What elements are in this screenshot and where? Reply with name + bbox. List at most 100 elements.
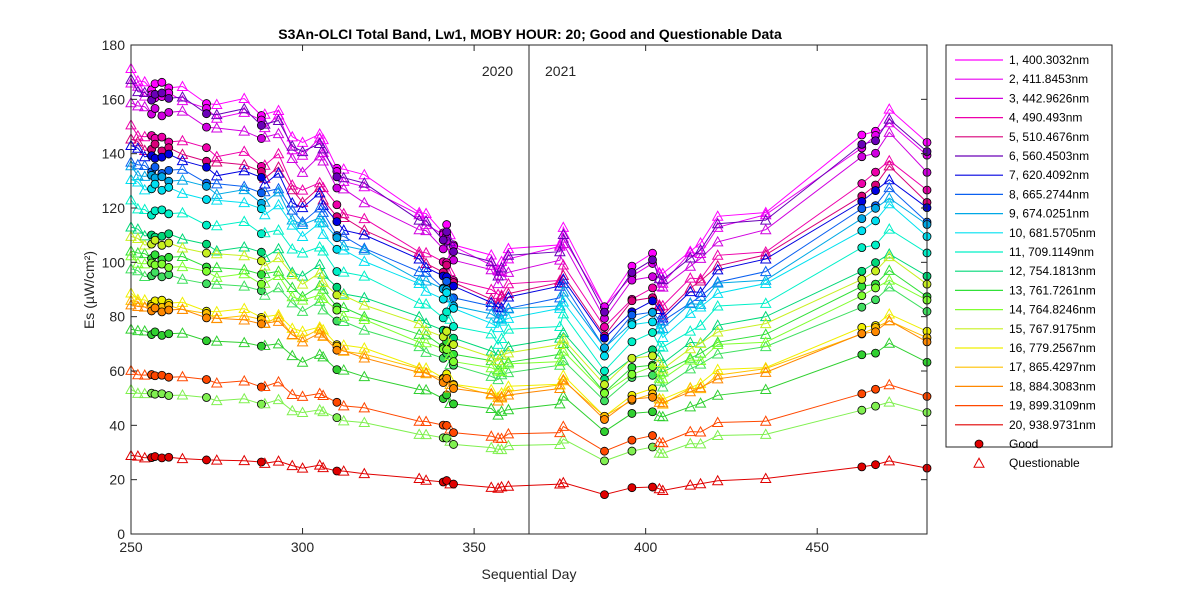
legend-entry: 13, 761.7261nm xyxy=(1009,283,1096,297)
questionable-point xyxy=(711,210,724,221)
good-point xyxy=(449,281,458,291)
legend-entry: 14, 764.8246nm xyxy=(1009,303,1096,317)
good-point xyxy=(648,431,657,440)
legend-entry: 16, 779.2567nm xyxy=(1009,341,1096,355)
questionable-point xyxy=(557,326,570,338)
good-point xyxy=(332,305,342,315)
questionable-point xyxy=(210,188,223,199)
good-point xyxy=(202,239,211,249)
good-point xyxy=(857,243,867,253)
questionable-point xyxy=(238,302,251,314)
questionable-point xyxy=(132,135,144,147)
good-point xyxy=(164,229,174,239)
questionable-point xyxy=(286,214,299,225)
questionable-point xyxy=(258,185,271,197)
good-point xyxy=(857,266,867,276)
questionable-point xyxy=(495,368,508,380)
questionable-point xyxy=(132,264,144,276)
questionable-point xyxy=(413,245,426,257)
questionable-point xyxy=(358,177,371,188)
questionable-point xyxy=(238,249,251,261)
questionable-point xyxy=(138,170,151,181)
good-point xyxy=(442,260,452,270)
questionable-point xyxy=(272,109,285,120)
questionable-point xyxy=(317,142,329,154)
good-point xyxy=(157,111,167,121)
questionable-point xyxy=(138,203,151,215)
questionable-point xyxy=(554,426,566,438)
questionable-point xyxy=(258,259,271,271)
questionable-point xyxy=(238,158,251,170)
questionable-point xyxy=(176,94,189,106)
questionable-point xyxy=(420,214,432,226)
series xyxy=(125,230,932,389)
good-point xyxy=(157,172,167,182)
questionable-point xyxy=(495,261,508,273)
questionable-point xyxy=(554,299,566,311)
questionable-point xyxy=(883,454,896,466)
good-point xyxy=(871,167,880,177)
questionable-point xyxy=(502,346,515,358)
series-line xyxy=(130,102,928,320)
good-point xyxy=(202,279,211,289)
good-point xyxy=(202,375,211,384)
questionable-point xyxy=(272,114,285,125)
questionable-point xyxy=(138,325,151,336)
questionable-point xyxy=(296,196,309,207)
good-point xyxy=(648,255,657,265)
questionable-point xyxy=(258,380,271,391)
questionable-point xyxy=(313,149,326,161)
good-point xyxy=(871,186,880,195)
questionable-point xyxy=(358,370,371,382)
y-tick-label: 0 xyxy=(117,526,125,542)
questionable-point xyxy=(258,397,271,409)
series-line xyxy=(130,255,928,394)
questionable-point xyxy=(557,333,570,344)
questionable-point xyxy=(132,450,144,461)
questionable-point xyxy=(694,347,707,358)
series-line xyxy=(130,304,928,421)
good-point xyxy=(202,109,211,119)
legend-box xyxy=(945,44,1113,448)
good-point xyxy=(150,179,160,189)
good-point xyxy=(202,336,211,346)
questionable-point xyxy=(502,427,515,439)
questionable-point xyxy=(272,127,285,139)
good-point xyxy=(449,247,458,257)
questionable-point xyxy=(485,430,498,441)
good-point xyxy=(627,483,637,493)
questionable-point xyxy=(286,152,299,163)
y-tick-label: 20 xyxy=(109,472,125,488)
questionable-point xyxy=(557,221,570,232)
questionable-point xyxy=(485,441,498,453)
questionable-point xyxy=(485,300,498,311)
good-point xyxy=(600,307,609,317)
questionable-point xyxy=(337,182,350,194)
questionable-point xyxy=(502,249,515,260)
questionable-point xyxy=(337,224,350,235)
good-point xyxy=(627,337,637,347)
good-point xyxy=(202,220,211,230)
questionable-point xyxy=(337,243,350,255)
questionable-point xyxy=(656,398,669,409)
questionable-point xyxy=(210,98,223,109)
questionable-point xyxy=(337,211,350,222)
questionable-point xyxy=(711,263,724,275)
questionable-point xyxy=(313,181,326,192)
questionable-point xyxy=(258,177,271,189)
questionable-point xyxy=(258,277,271,288)
good-point xyxy=(150,327,160,337)
questionable-point xyxy=(684,437,697,449)
questionable-point xyxy=(485,370,498,381)
questionable-point xyxy=(557,259,570,270)
questionable-point xyxy=(358,212,371,224)
questionable-point xyxy=(694,300,707,312)
questionable-point xyxy=(694,298,707,309)
questionable-point xyxy=(238,92,251,103)
questionable-point xyxy=(684,342,697,354)
questionable-point xyxy=(176,327,189,338)
legend-entry: 6, 560.4503nm xyxy=(1009,149,1089,163)
questionable-point xyxy=(238,313,251,325)
questionable-point xyxy=(413,208,426,220)
good-point xyxy=(449,303,458,313)
